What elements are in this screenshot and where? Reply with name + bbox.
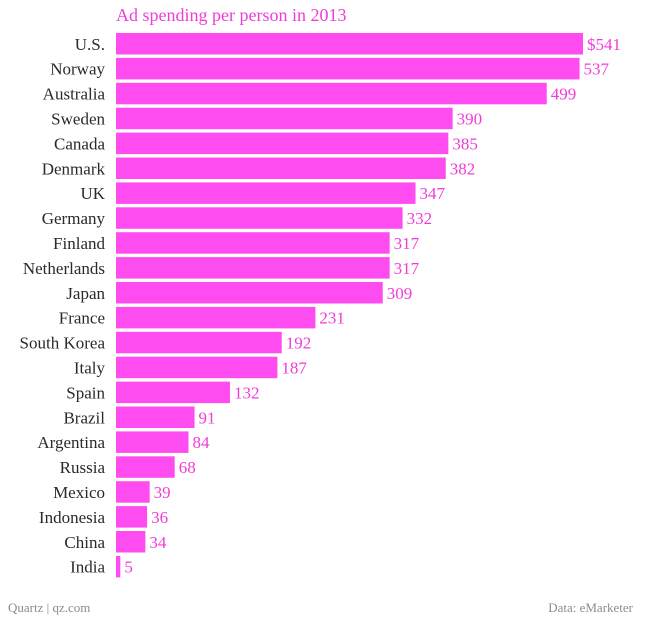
value-label: 5	[124, 558, 132, 577]
value-label: 317	[394, 234, 420, 253]
category-label: Finland	[53, 234, 105, 253]
bar-japan	[116, 282, 383, 304]
category-label: Japan	[66, 284, 105, 303]
bar-netherlands	[116, 257, 390, 279]
category-label: Spain	[66, 383, 105, 402]
bar-india	[116, 555, 121, 578]
category-label: France	[59, 309, 105, 328]
bar-france	[116, 306, 316, 329]
bar-russia	[116, 456, 175, 478]
bar-south-korea	[116, 331, 282, 354]
category-label: Mexico	[53, 483, 105, 502]
category-label: Russia	[60, 458, 106, 477]
value-label: 84	[193, 433, 211, 452]
value-label: 132	[234, 383, 260, 402]
value-label: 537	[584, 60, 610, 79]
category-label: Germany	[42, 209, 106, 228]
bar-china	[116, 531, 146, 553]
value-label: 499	[551, 85, 577, 104]
bar-sweden	[116, 107, 453, 130]
value-label: 382	[450, 159, 476, 178]
value-label: 309	[387, 284, 413, 303]
footer-credit: Quartz | qz.com	[8, 600, 91, 615]
bar-italy	[116, 356, 278, 379]
value-label: 231	[319, 309, 345, 328]
value-label: 39	[154, 483, 171, 502]
category-label: Denmark	[42, 159, 106, 178]
value-label: 187	[281, 358, 307, 377]
bar-brazil	[116, 406, 195, 428]
value-label: 36	[151, 508, 168, 527]
bar-australia	[116, 82, 547, 105]
category-label: Sweden	[51, 109, 105, 128]
category-label: Brazil	[63, 408, 105, 427]
value-label: 91	[199, 408, 216, 427]
category-label: U.S.	[75, 35, 105, 54]
bar-indonesia	[116, 506, 148, 528]
category-label: Norway	[50, 60, 105, 79]
bar-uk	[116, 182, 416, 204]
category-label: UK	[80, 184, 105, 203]
value-label: 34	[149, 533, 167, 552]
category-label: Italy	[74, 358, 106, 377]
value-label: 347	[420, 184, 446, 203]
bar-mexico	[116, 481, 150, 503]
bar-spain	[116, 381, 230, 404]
bar-norway	[116, 57, 580, 80]
value-label: $541	[587, 35, 621, 54]
category-label: Argentina	[37, 433, 105, 452]
value-label: 390	[457, 109, 483, 128]
bar-argentina	[116, 431, 189, 453]
bar-germany	[116, 207, 403, 229]
category-label: Netherlands	[23, 259, 105, 278]
bar-denmark	[116, 157, 446, 179]
chart-title: Ad spending per person in 2013	[116, 5, 347, 25]
category-label: Australia	[43, 85, 106, 104]
category-label: Canada	[54, 134, 105, 153]
value-label: 317	[394, 259, 420, 278]
category-label: India	[70, 558, 105, 577]
category-label: China	[64, 533, 105, 552]
footer-data-source: Data: eMarketer	[548, 600, 633, 615]
value-label: 68	[179, 458, 196, 477]
value-label: 332	[407, 209, 433, 228]
bar-finland	[116, 232, 390, 254]
bar-canada	[116, 132, 449, 155]
category-label: Indonesia	[39, 508, 106, 527]
value-label: 385	[452, 134, 478, 153]
bar-u-s	[116, 33, 583, 55]
category-label: South Korea	[20, 334, 106, 353]
value-label: 192	[286, 334, 312, 353]
